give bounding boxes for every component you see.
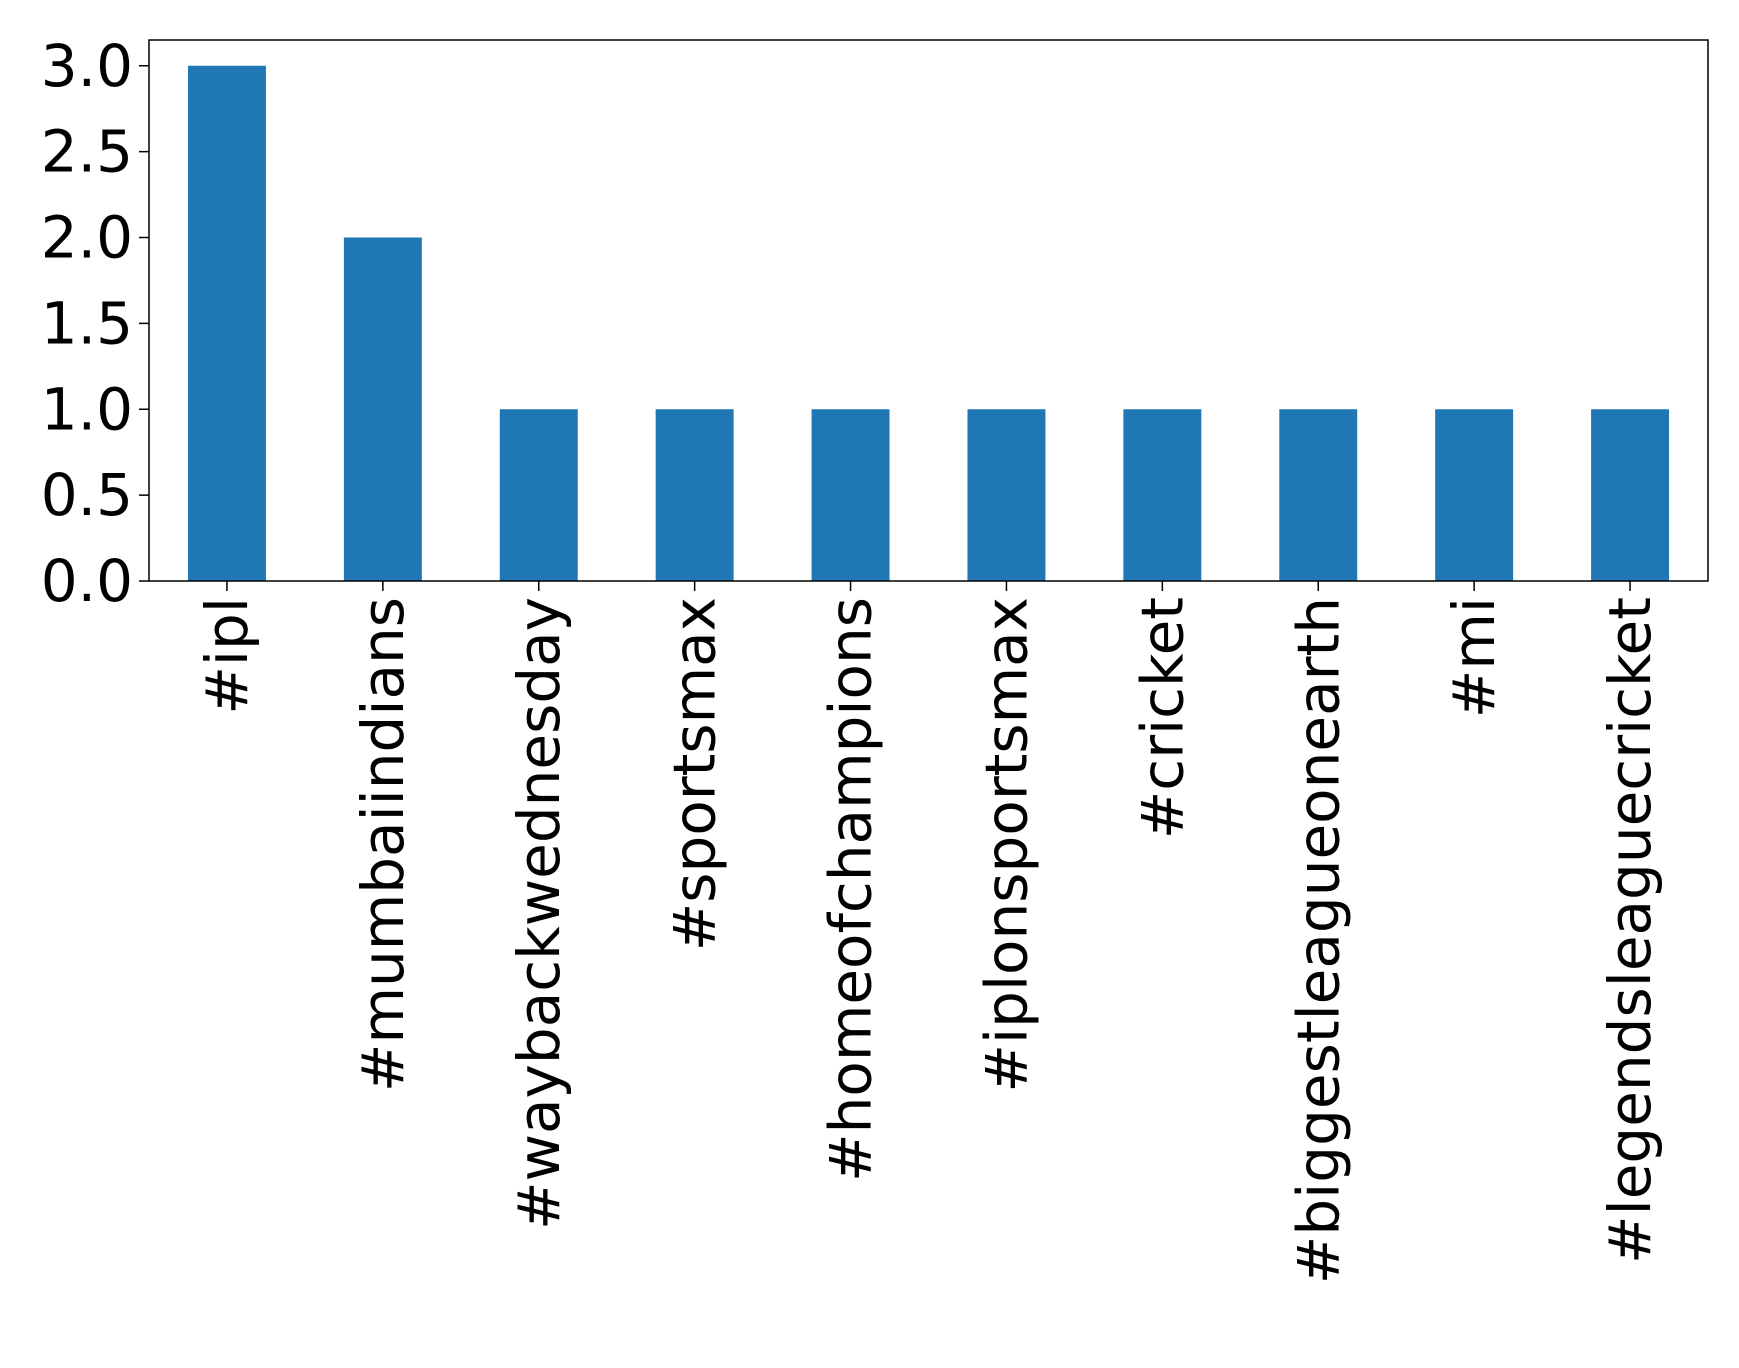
bar — [499, 409, 578, 581]
x-tick-label: #iplonsportsmax — [972, 597, 1040, 1093]
x-tick-label: #sportsmax — [661, 597, 729, 951]
bar — [1123, 409, 1202, 581]
x-tick-label: #biggestleagueonearth — [1284, 597, 1352, 1284]
bar — [967, 409, 1046, 581]
y-tick-label: 2.5 — [41, 118, 133, 186]
y-tick-label: 2.0 — [41, 204, 133, 272]
x-tick-label: #ipl — [193, 597, 261, 715]
bar — [187, 65, 266, 581]
bar — [343, 237, 422, 581]
y-tick-label: 1.0 — [41, 375, 133, 443]
x-tick-label: #mi — [1440, 597, 1508, 718]
y-tick-label: 0.0 — [41, 547, 133, 615]
plot-frame — [148, 39, 1709, 582]
bar — [1279, 409, 1358, 581]
y-tick-label: 1.5 — [41, 289, 133, 357]
bar — [1591, 409, 1670, 581]
x-tick-label: #legendsleaguecricket — [1596, 597, 1664, 1264]
bar — [655, 409, 734, 581]
y-tick-label: 0.5 — [41, 461, 133, 529]
x-tick-label: #homeofchampions — [817, 597, 885, 1182]
x-tick-label: #cricket — [1128, 597, 1196, 839]
x-tick-label: #mumbaiindians — [349, 597, 417, 1092]
y-tick-label: 3.0 — [41, 32, 133, 100]
bar — [811, 409, 890, 581]
x-tick-label: #waybackwednesday — [505, 597, 573, 1230]
bar — [1435, 409, 1514, 581]
